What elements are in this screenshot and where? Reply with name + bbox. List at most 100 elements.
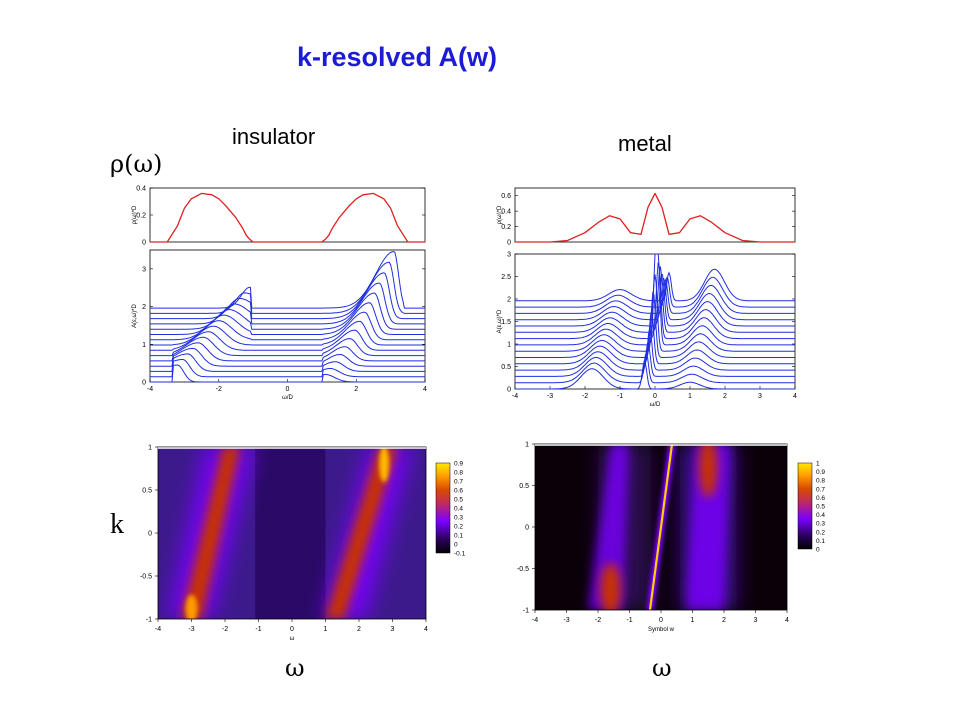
ins_map-xtick-label: -2 [222,626,228,633]
ins_map-colorbar-label: 0.1 [454,533,463,540]
met_map-xlabel: Symbol w [648,627,675,633]
ins_dos-ytick-label: 0.4 [136,186,146,193]
ins_map-colorbar-label: 0.5 [454,497,463,504]
metal-spectral-curve [515,262,795,340]
metal-spectral-curve [515,342,795,377]
ins_akw-xtick-label: -2 [216,386,222,393]
metal-spectral-curve [515,278,795,314]
ins_akw-ylabel: A(ε,ω)*D [132,303,138,327]
met_map-xtick-label: -3 [563,617,569,624]
ins_akw-xtick-label: 4 [423,386,427,393]
ins_dos-ytick-label: 0 [142,240,146,247]
metal-spectral-curve [515,253,795,346]
ins_map-ytick-label: -0.5 [140,574,152,581]
omega-label-right: ω [652,654,672,682]
met_map-xtick-label: -1 [626,617,632,624]
met_map-ytick-label: 1 [525,442,529,449]
ins_map-colorbar-label: 0.8 [454,470,463,477]
ins_map-colorbar-label: 0.7 [454,479,463,486]
ins_map-xlabel: ω [290,636,295,642]
met_akw-xtick-label: 0 [653,393,657,400]
ins_akw-ytick-label: 3 [142,266,146,273]
insulator-spectral-curve [150,364,425,383]
ins_map-xtick-label: -3 [188,626,194,633]
insulator-spectral-curve [150,359,425,378]
lower-band-hotspot [185,594,198,619]
met_akw-xtick-label: 3 [758,393,762,400]
insulator-gap-region [255,447,326,619]
ins_map-xtick-label: 1 [324,626,328,633]
insulator-spectral-curve [150,272,425,320]
met_dos-ytick-label: 0.4 [501,209,511,216]
ins_map-xtick-label: 0 [290,626,294,633]
ins_akw-xtick-label: -4 [147,386,153,393]
met_map-colorbar-label: 1 [816,461,820,468]
ins_dos-ytick-label: 0.2 [136,213,146,220]
insulator-spectral-curve [150,302,425,335]
metal-spectral-curve [515,311,795,365]
slide-title: k-resolved A(w) [296,42,498,72]
ins_map-colorbar-label: 0.2 [454,524,463,531]
met_map-ytick-label: 0.5 [519,483,529,490]
met_map-xtick-label: 0 [659,617,663,624]
met_akw-xtick-label: 4 [793,393,797,400]
met_map-colorbar [797,462,813,550]
ins_akw-frame [149,249,426,383]
met_map-colorbar-label: 0.5 [816,504,825,511]
ins_map-ytick-label: 0 [148,531,152,538]
met_akw-ytick-label: 3 [507,252,511,259]
ins_akw-xtick-label: 0 [286,386,290,393]
upper-band [325,447,398,619]
quasiparticle-band [648,444,674,610]
met_akw-xtick-label: 2 [723,393,727,400]
met_map-xtick-label: 2 [722,617,726,624]
met_akw-ytick-label: 1.5 [501,319,511,326]
ins_dos-dos-curve [150,192,425,243]
met_akw-ytick-label: 2.5 [501,274,511,281]
met_map-colorbar-label: 0.6 [816,495,825,502]
met_akw-xtick-label: -4 [512,393,518,400]
metal-spectral-plot: 0 0.5 1 1.5 2 2.5 3 -4 -3 -2 -1 0 1 2 3 4 A(ε,ω)*D ω/D [497,252,797,409]
ins_map-ytick-label: 1 [148,445,152,452]
ins_map-xtick-label: 4 [424,626,428,633]
metal-spectral-curve [515,276,795,308]
insulator-spectral-curve [150,347,425,367]
met_map-ytick-label: -0.5 [517,566,529,573]
metal-spectral-curve [515,328,795,371]
ins_map-colorbar-label: 0.9 [454,461,463,468]
ins_map-colorbar [435,462,451,554]
insulator-spectral-curve [150,292,425,330]
lower-band [181,447,241,619]
met_map-colorbar-label: 0.9 [816,469,825,476]
metal-spectral-curve [515,351,795,384]
met_dos-dos-curve [515,192,795,243]
ins_map-colorbar-label: 0 [454,542,458,549]
insulator-spectral-curve [150,342,425,362]
metal-label: metal [618,131,672,156]
ins_akw-ytick-label: 1 [142,342,146,349]
met_dos-ylabel: ρ(ω)*D [497,205,503,224]
metal-upper-band [686,444,731,610]
insulator-spectral-curve [150,261,425,314]
ins_map-ytick-label: 0.5 [142,488,152,495]
ins_akw-ytick-label: 0 [142,380,146,387]
met_map-colorbar-label: 0.8 [816,478,825,485]
met_map-xtick-label: 1 [691,617,695,624]
metal-spectral-curve [515,274,795,327]
met_map-xtick-label: -4 [532,617,538,624]
metal-spectral-curve [515,268,795,302]
ins_map-xtick-label: -4 [155,626,161,633]
insulator-spectral-curve [150,282,425,325]
met_map-xtick-label: 3 [754,617,758,624]
met_akw-xtick-label: -1 [617,393,623,400]
upper-band-hotspot [379,447,390,483]
ins_map-ytick-label: -1 [146,617,152,624]
insulator-spectral-curve [150,250,425,309]
rho-omega-label: ρ(ω) [110,150,163,178]
met_akw-xtick-label: -3 [547,393,553,400]
insulator-spectral-curve [150,329,425,351]
ins_map-colorbar-label: 0.3 [454,515,463,522]
met_akw-ytick-label: 0 [507,387,511,394]
